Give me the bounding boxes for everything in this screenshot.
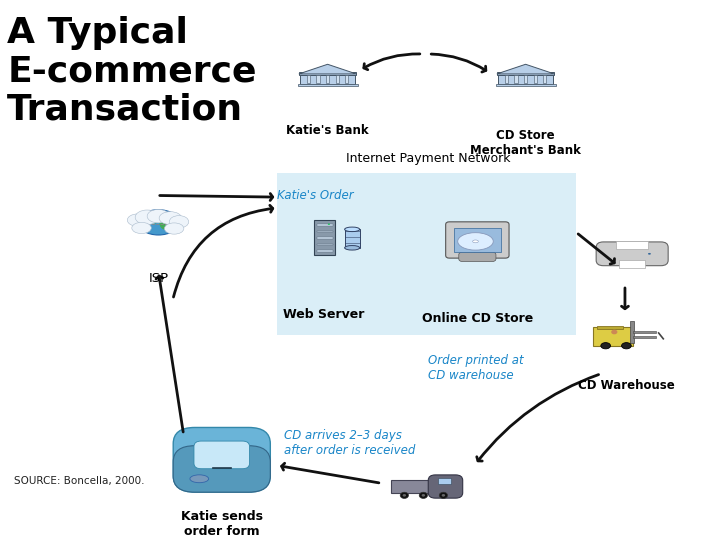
Polygon shape bbox=[497, 64, 554, 74]
Bar bbox=[543, 76, 546, 83]
Bar bbox=[316, 76, 320, 83]
FancyBboxPatch shape bbox=[174, 446, 270, 492]
Bar bbox=[634, 336, 656, 338]
FancyBboxPatch shape bbox=[277, 173, 576, 335]
Ellipse shape bbox=[132, 222, 151, 234]
Polygon shape bbox=[299, 64, 356, 74]
FancyBboxPatch shape bbox=[428, 475, 463, 498]
Text: CD arrives 2–3 days
after order is received: CD arrives 2–3 days after order is recei… bbox=[284, 429, 415, 457]
Ellipse shape bbox=[473, 240, 478, 243]
Text: Katie's Bank: Katie's Bank bbox=[287, 124, 369, 137]
FancyBboxPatch shape bbox=[446, 222, 509, 258]
Bar bbox=[524, 76, 527, 83]
Text: Web Server: Web Server bbox=[283, 308, 365, 321]
Ellipse shape bbox=[345, 227, 360, 232]
Bar bbox=[307, 76, 310, 83]
Ellipse shape bbox=[402, 494, 406, 497]
Ellipse shape bbox=[164, 223, 184, 234]
Ellipse shape bbox=[147, 210, 170, 223]
Ellipse shape bbox=[159, 212, 181, 225]
Bar bbox=[495, 84, 556, 86]
FancyBboxPatch shape bbox=[459, 252, 496, 261]
Ellipse shape bbox=[143, 214, 162, 224]
Text: ISP: ISP bbox=[148, 272, 168, 285]
Ellipse shape bbox=[458, 233, 493, 250]
Bar bbox=[326, 76, 329, 83]
Ellipse shape bbox=[328, 224, 330, 225]
Ellipse shape bbox=[345, 246, 360, 250]
Bar bbox=[345, 230, 360, 248]
Bar bbox=[299, 72, 356, 75]
Bar bbox=[474, 252, 480, 255]
Ellipse shape bbox=[190, 475, 209, 483]
Bar bbox=[616, 241, 648, 249]
Ellipse shape bbox=[419, 492, 428, 498]
Bar bbox=[212, 467, 231, 468]
Ellipse shape bbox=[127, 214, 148, 226]
Ellipse shape bbox=[422, 494, 425, 497]
Bar bbox=[300, 75, 355, 84]
Ellipse shape bbox=[600, 342, 611, 349]
Bar bbox=[317, 250, 333, 252]
Ellipse shape bbox=[621, 342, 631, 349]
Ellipse shape bbox=[159, 216, 173, 230]
FancyBboxPatch shape bbox=[174, 428, 270, 492]
Bar bbox=[317, 224, 333, 226]
FancyBboxPatch shape bbox=[194, 441, 250, 469]
Bar bbox=[317, 231, 333, 232]
FancyBboxPatch shape bbox=[596, 242, 668, 266]
Text: Katie sends
order form: Katie sends order form bbox=[181, 510, 263, 538]
Ellipse shape bbox=[441, 494, 445, 497]
Text: Online CD Store: Online CD Store bbox=[422, 312, 533, 325]
Ellipse shape bbox=[400, 492, 408, 498]
Ellipse shape bbox=[648, 253, 651, 255]
Bar bbox=[438, 478, 451, 484]
Bar bbox=[534, 76, 537, 83]
FancyBboxPatch shape bbox=[593, 327, 634, 346]
Bar bbox=[497, 72, 554, 75]
Text: A Typical
E-commerce
Transaction: A Typical E-commerce Transaction bbox=[7, 16, 257, 126]
Bar bbox=[297, 84, 358, 86]
Ellipse shape bbox=[138, 210, 179, 235]
Bar bbox=[498, 75, 553, 84]
Bar bbox=[454, 228, 500, 252]
Ellipse shape bbox=[611, 329, 618, 334]
Bar bbox=[336, 76, 339, 83]
Bar bbox=[315, 220, 336, 255]
Ellipse shape bbox=[169, 215, 189, 228]
Bar bbox=[634, 331, 656, 333]
Ellipse shape bbox=[135, 210, 159, 225]
Text: Internet Payment Network: Internet Payment Network bbox=[346, 152, 510, 165]
Bar bbox=[597, 326, 623, 329]
Bar bbox=[505, 76, 508, 83]
Bar bbox=[345, 76, 348, 83]
Bar bbox=[317, 244, 333, 245]
Text: SOURCE: Boncella, 2000.: SOURCE: Boncella, 2000. bbox=[14, 476, 145, 486]
Bar bbox=[514, 76, 518, 83]
Bar bbox=[619, 260, 645, 268]
Bar bbox=[390, 480, 436, 493]
Text: Order printed at
CD warehouse: Order printed at CD warehouse bbox=[428, 354, 524, 382]
Bar bbox=[317, 237, 333, 239]
Text: CD Warehouse: CD Warehouse bbox=[578, 379, 675, 392]
Text: Katie's Order: Katie's Order bbox=[277, 189, 354, 202]
Ellipse shape bbox=[439, 492, 448, 498]
Text: CD Store
Merchant's Bank: CD Store Merchant's Bank bbox=[470, 129, 581, 157]
Bar bbox=[630, 321, 634, 343]
